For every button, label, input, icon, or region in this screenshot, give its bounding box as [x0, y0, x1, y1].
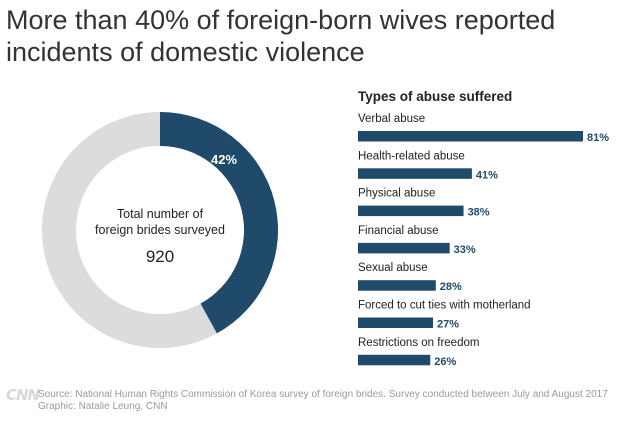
bar — [358, 354, 431, 366]
graphic-credit: Graphic: Natalie Leung, CNN — [38, 401, 168, 412]
bar-value-label: 33% — [454, 244, 476, 256]
bar-value-label: 28% — [440, 281, 462, 293]
donut-center-label-2: foreign brides surveyed — [95, 223, 225, 237]
donut-slice-reported — [160, 112, 278, 334]
donut-chart: 42% Total number of foreign brides surveye… — [42, 112, 278, 348]
bar-chart-title: Types of abuse suffered — [358, 89, 513, 104]
bar — [358, 131, 584, 142]
bar-value-label: 27% — [437, 319, 459, 331]
donut-slice-remainder — [42, 112, 217, 348]
bar — [358, 280, 436, 291]
bar-value-label: 81% — [587, 132, 609, 144]
cnn-logo: CNN — [6, 386, 40, 404]
bar-chart: Verbal abuse 81% Health-related abuse 41% Ph… — [358, 113, 609, 368]
source-note: Source: National Human Rights Commission… — [38, 389, 608, 400]
chart-title-line-1: More than 40% of foreign-born wives repo… — [6, 5, 556, 35]
bar-category-label: Forced to cut ties with motherland — [358, 300, 531, 312]
bar — [358, 242, 450, 254]
bar-value-label: 38% — [468, 207, 490, 219]
donut-center-value: 920 — [146, 247, 174, 266]
bar-category-label: Financial abuse — [358, 225, 439, 237]
bar-category-label: Physical abuse — [358, 188, 435, 200]
bar-category-label: Restrictions on freedom — [358, 337, 479, 349]
chart-title: More than 40% of foreign-born wives repo… — [6, 4, 636, 68]
bar — [358, 317, 434, 328]
donut-slice-label: 42% — [211, 152, 237, 167]
bar — [358, 205, 464, 217]
bar — [358, 168, 472, 179]
bar-category-label: Verbal abuse — [358, 113, 425, 125]
bar-category-label: Sexual abuse — [358, 262, 428, 274]
donut-center-label-1: Total number of — [117, 207, 204, 221]
chart-title-line-2: incidents of domestic violence — [6, 37, 365, 67]
bar-value-label: 26% — [434, 356, 456, 368]
bar-category-label: Health-related abuse — [358, 150, 465, 162]
bar-value-label: 41% — [476, 169, 498, 181]
